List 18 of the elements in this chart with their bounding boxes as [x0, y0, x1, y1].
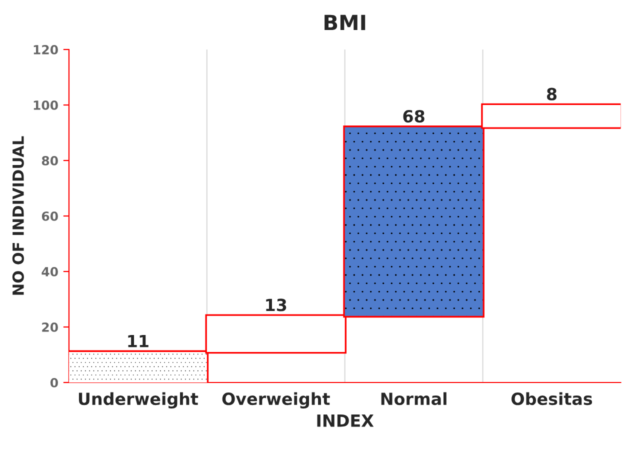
x-axis-title: INDEX	[317, 414, 374, 427]
x-tick-label: Normal	[381, 392, 446, 406]
x-tick-label: Underweight	[78, 392, 198, 408]
data-label: 8	[546, 88, 557, 100]
y-axis-title: NO OF INDIVIDUAL	[12, 136, 24, 295]
data-label: 68	[403, 110, 424, 123]
y-tick-label: 0	[50, 378, 58, 388]
chart-title: BMI	[324, 14, 366, 30]
y-tick-label: 100	[34, 100, 58, 110]
y-tick-label: 60	[42, 211, 58, 221]
data-label: 11	[128, 334, 148, 348]
y-tick-label: 20	[42, 322, 58, 332]
data-label: 13	[266, 298, 286, 312]
y-tick-label: 80	[42, 156, 58, 166]
x-tick-label: Overweight	[222, 392, 330, 408]
y-tick-label: 40	[42, 266, 58, 276]
y-tick-label: 120	[34, 44, 58, 54]
x-tick-label: Obesitas	[512, 392, 592, 406]
